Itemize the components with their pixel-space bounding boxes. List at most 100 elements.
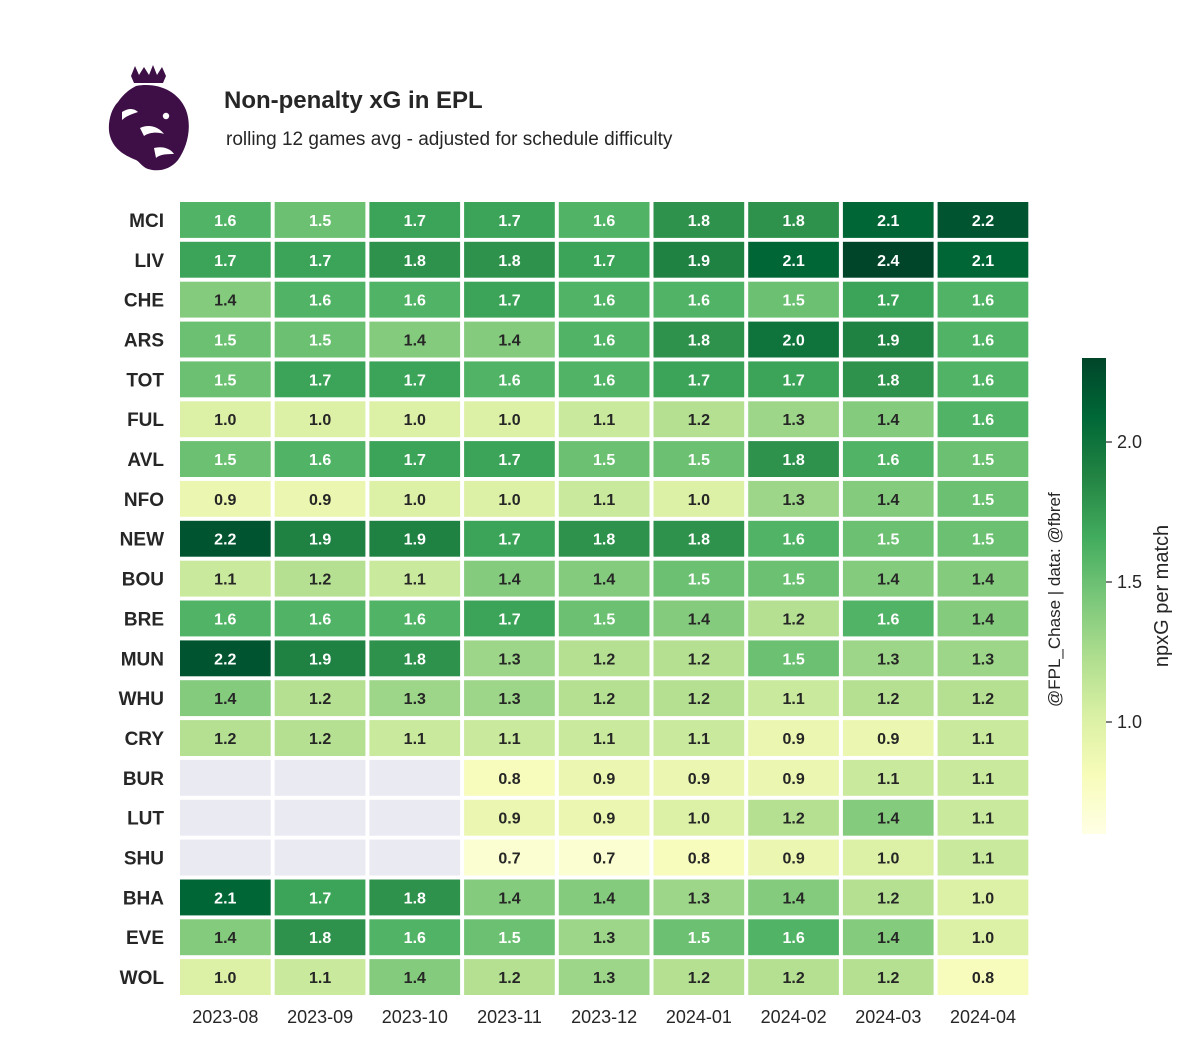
cell-value-label: 1.0 [498,412,520,429]
cell-value-label: 0.9 [782,731,804,748]
heatmap-cell [558,879,650,916]
cell-value-label: 1.4 [593,890,615,907]
row-label: MCI [129,211,164,232]
heatmap-cell [464,640,555,677]
heatmap-cell [369,640,461,677]
heatmap-cell [937,879,1029,916]
column-label: 2023-10 [382,1007,448,1027]
cell-value-label: 1.3 [593,930,615,947]
column-label: 2024-02 [761,1007,827,1027]
heatmap-cell [653,321,745,358]
cell-value-label: 1.6 [498,372,520,389]
cell-value-label: 1.4 [877,811,899,828]
cell-value-label: 1.0 [214,970,236,987]
cell-value-label: 1.1 [593,412,615,429]
heatmap-cell [748,401,839,438]
heatmap-cell [274,919,366,956]
row-label: NFO [124,490,164,511]
cell-value-label: 1.6 [593,372,615,389]
heatmap-cell [274,879,366,916]
heatmap-cell [180,799,271,836]
heatmap-cell [180,959,271,995]
cell-value-label: 2.1 [782,253,804,270]
heatmap-cell [937,441,1029,477]
cell-value-label: 1.1 [309,970,331,987]
cell-value-label: 0.9 [593,771,615,788]
cell-value-label: 1.1 [593,731,615,748]
cell-value-label: 1.1 [782,691,804,708]
heatmap-cell [842,919,934,956]
heatmap-cell [748,680,839,717]
heatmap-cell [842,441,934,477]
heatmap-cell [558,799,650,836]
colorbar-ticks: 1.0 1.5 2.0 [1106,432,1142,732]
cell-value-label: 1.5 [782,572,804,589]
colorbar-tick-label: 2.0 [1117,432,1142,452]
heatmap-cell [842,241,934,278]
heatmap-cell [180,480,271,517]
heatmap-cell [180,759,271,796]
heatmap-cell [842,879,934,916]
heatmap-cell [180,640,271,677]
heatmap-cell [274,720,366,756]
column-label: 2023-11 [477,1007,542,1027]
cell-value-label: 1.3 [593,970,615,987]
cell-value-label: 1.3 [498,691,520,708]
cell-value-label: 1.5 [214,333,236,350]
cell-value-label: 1.5 [309,333,331,350]
row-label: ARS [124,331,164,352]
cell-value-label: 1.2 [593,651,615,668]
heatmap-cell [558,202,650,238]
heatmap-cell [274,441,366,477]
cell-value-label: 1.1 [214,572,236,589]
heatmap-cell [369,401,461,438]
cell-value-label: 1.2 [309,731,331,748]
heatmap-cell [464,919,555,956]
colorbar-title: npxG per match [1151,525,1173,667]
heatmap-cell [274,839,366,876]
heatmap-cell [748,560,839,597]
heatmap-cell [464,799,555,836]
cell-value-label: 1.8 [688,532,710,549]
heatmap-cell [558,839,650,876]
cell-value-label: 1.4 [593,572,615,589]
cell-value-label: 2.1 [972,253,994,270]
heatmap-cell [937,241,1029,278]
cell-value-label: 1.4 [877,492,899,509]
column-label: 2024-03 [855,1007,921,1027]
cell-value-label: 1.2 [309,691,331,708]
cell-value-label: 1.4 [498,572,520,589]
cell-value-label: 1.1 [404,572,426,589]
cell-value-label: 1.8 [688,333,710,350]
heatmap-cell [180,441,271,477]
heatmap-cell [653,480,745,517]
row-label: MUN [121,649,164,670]
heatmap-cell [464,321,555,358]
cell-value-label: 1.6 [972,333,994,350]
cell-value-label: 1.8 [498,253,520,270]
cell-value-label: 1.0 [498,492,520,509]
cell-value-label: 1.7 [309,372,331,389]
column-label: 2023-12 [571,1007,637,1027]
cell-value-label: 1.6 [877,452,899,469]
cell-value-label: 1.2 [877,970,899,987]
cell-value-label: 1.6 [593,213,615,230]
cell-value-label: 1.0 [877,851,899,868]
cell-value-label: 1.5 [972,492,994,509]
cell-value-label: 1.3 [877,651,899,668]
cell-value-label: 1.0 [688,811,710,828]
cell-value-label: 1.2 [782,970,804,987]
heatmap-cell [274,480,366,517]
heatmap-cell [748,321,839,358]
row-label: LUT [127,809,164,830]
cell-value-label: 0.8 [498,771,520,788]
heatmap-cell [464,202,555,238]
cell-value-label: 0.7 [498,851,520,868]
heatmap-cell [464,401,555,438]
cell-value-label: 1.2 [688,970,710,987]
heatmap-cell [842,480,934,517]
heatmap-cell [558,441,650,477]
cell-value-label: 1.9 [404,532,426,549]
cell-value-label: 1.7 [498,452,520,469]
